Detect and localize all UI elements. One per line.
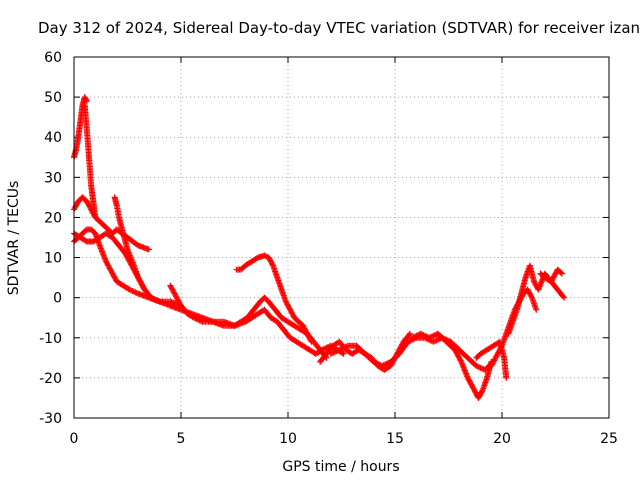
series-arc6 xyxy=(111,194,238,329)
y-tick-label: 40 xyxy=(44,130,62,146)
x-tick-label: 20 xyxy=(493,431,511,447)
series-arc16 xyxy=(505,262,568,337)
series-arc10 xyxy=(242,306,347,357)
y-tick-label: 30 xyxy=(44,170,62,186)
y-tick-label: 0 xyxy=(53,291,62,307)
chart-title: Day 312 of 2024, Sidereal Day-to-day VTE… xyxy=(38,19,640,37)
data-point xyxy=(457,357,464,364)
data-point xyxy=(83,98,90,105)
data-point xyxy=(145,246,152,253)
y-tick-label: -10 xyxy=(39,331,62,347)
axis-ticks: 0 5 10 15 20 25 -30 -20 -10 0 10 20 30 40 50 60 xyxy=(39,50,618,447)
data-point xyxy=(269,261,276,268)
y-tick-label: 60 xyxy=(44,50,62,66)
x-tick-label: 15 xyxy=(386,431,404,447)
data-point xyxy=(533,306,540,313)
data-point xyxy=(557,269,564,276)
x-axis-label: GPS time / hours xyxy=(282,459,399,475)
data-point xyxy=(560,293,567,300)
plot-frame xyxy=(73,56,610,419)
data-point xyxy=(558,270,565,277)
data-point xyxy=(83,96,90,103)
y-tick-label: 20 xyxy=(44,210,62,226)
series-arc17 xyxy=(537,266,565,285)
x-tick-label: 25 xyxy=(600,431,618,447)
data-point xyxy=(406,331,413,338)
data-point xyxy=(498,344,505,351)
y-tick-label: -20 xyxy=(39,371,62,387)
series-arc2 xyxy=(81,102,99,221)
x-tick-label: 0 xyxy=(70,431,79,447)
data-point xyxy=(479,388,486,395)
data-point xyxy=(406,330,413,337)
y-tick-label: 10 xyxy=(44,251,62,267)
y-axis-label: SDTVAR / TECUs xyxy=(6,181,22,296)
series-arc15 xyxy=(488,286,540,369)
grid-lines xyxy=(74,57,609,418)
y-tick-label: 50 xyxy=(44,90,62,106)
data-marks xyxy=(71,94,568,401)
y-tick-label: -30 xyxy=(39,411,62,427)
x-tick-label: 10 xyxy=(279,431,297,447)
series-arc3 xyxy=(71,194,152,253)
x-tick-label: 5 xyxy=(177,431,186,447)
data-point xyxy=(340,350,347,357)
data-point xyxy=(561,294,568,301)
data-point xyxy=(528,293,535,300)
data-point xyxy=(503,374,510,381)
